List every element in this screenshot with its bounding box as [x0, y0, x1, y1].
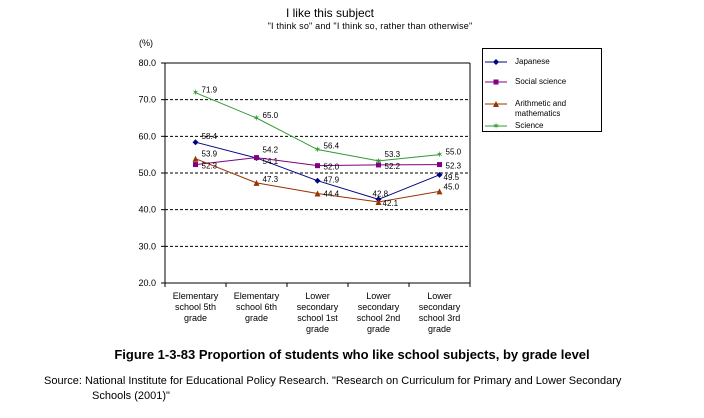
data-label: 52.2 [385, 162, 401, 171]
x-category-label-line: grade [244, 313, 269, 323]
data-point: ✶ [314, 145, 322, 155]
data-label: 55.0 [446, 148, 462, 157]
x-category-label-line: school 5th [174, 302, 217, 312]
x-category-label-line: school 3rd [418, 313, 461, 323]
x-category-label-line: Lower [305, 291, 330, 301]
data-label: 42.1 [383, 199, 399, 208]
data-label: 47.9 [324, 176, 340, 185]
source-note: Source: National Institute for Education… [44, 374, 694, 404]
data-point [437, 162, 442, 168]
data-point [193, 162, 198, 168]
x-category-label-line: secondary [296, 302, 339, 312]
chart-legend: Japanese Social science Arithmetic and m… [482, 48, 602, 132]
x-category-label-line: school 2nd [356, 313, 401, 323]
data-point: ✶ [375, 156, 383, 166]
x-category-label-line: secondary [418, 302, 461, 312]
data-label: 44.4 [324, 190, 340, 199]
x-category-label: Elementary school 5th grade [165, 291, 227, 324]
x-category-label-line: school 1st [297, 313, 338, 323]
x-category-label: Elementary school 6th grade [226, 291, 288, 324]
data-point [314, 177, 321, 184]
data-point [314, 190, 321, 197]
data-point [254, 155, 259, 161]
data-label: 47.3 [263, 175, 279, 184]
y-tick-label: 30.0 [138, 241, 156, 251]
x-category-label-line: grade [366, 324, 391, 334]
data-point [436, 188, 443, 195]
data-label: 42.8 [373, 189, 389, 198]
legend-swatch-science: ✶ [485, 121, 507, 131]
data-label: 54.2 [263, 146, 279, 155]
data-point [253, 179, 260, 186]
x-category-label-line: grade [183, 313, 208, 323]
chart-title: I like this subject [285, 6, 375, 20]
data-label: 56.4 [324, 142, 340, 151]
source-line-2: Schools (2001)" [92, 390, 170, 402]
data-point: ✶ [436, 150, 444, 160]
data-label: 53.9 [202, 150, 218, 159]
data-point [315, 163, 320, 169]
y-tick-label: 40.0 [138, 205, 156, 215]
legend-label-mathematics-line1: Arithmetic and [515, 99, 567, 108]
x-category-label-line: school 6th [235, 302, 278, 312]
data-label: 58.4 [202, 132, 218, 141]
x-category-label: Lower secondary school 1st grade [287, 291, 349, 335]
legend-swatch-social-science [485, 79, 507, 85]
data-label: 71.9 [202, 86, 218, 95]
legend-label-mathematics: Arithmetic and mathematics [515, 99, 599, 119]
source-line-1: Source: National Institute for Education… [44, 375, 622, 387]
figure-caption: Figure 1-3-83 Proportion of students who… [114, 347, 590, 362]
data-label: 52.0 [324, 163, 340, 172]
data-label: 52.3 [202, 162, 218, 171]
data-label: 45.0 [444, 182, 460, 191]
legend-label-japanese: Japanese [515, 57, 550, 66]
data-label: 65.0 [263, 111, 279, 120]
x-category-label-line: grade [305, 324, 330, 334]
data-point: ✶ [253, 113, 261, 123]
data-point [436, 171, 443, 178]
x-category-label-line: grade [427, 324, 452, 334]
data-point [192, 155, 199, 162]
chart-subtitle: "I think so" and "I think so, rather tha… [267, 21, 473, 31]
series-line-science [195, 92, 440, 162]
legend-swatch-mathematics [485, 101, 507, 107]
line-chart: 20.0 30.0 40.0 50.0 60.0 70.0 80.0 58.4 54.1 47.9… [138, 58, 471, 288]
legend-label-mathematics-line2: mathematics [515, 109, 561, 118]
y-tick-label: 20.0 [138, 278, 156, 288]
data-point: ✶ [192, 88, 200, 98]
x-category-label-line: Lower [366, 291, 391, 301]
data-label: 54.1 [263, 157, 279, 166]
x-category-label-line: Elementary [172, 291, 219, 301]
x-category-label-line: Elementary [233, 291, 280, 301]
y-tick-label: 60.0 [138, 131, 156, 141]
x-category-label-line: Lower [427, 291, 452, 301]
data-point [192, 139, 199, 146]
data-label: 52.3 [446, 162, 462, 171]
y-axis-unit-label: (%) [139, 38, 153, 48]
data-point [376, 162, 381, 168]
x-category-label: Lower secondary school 2nd grade [348, 291, 410, 335]
data-point [375, 198, 382, 205]
x-category-label: Lower secondary school 3rd grade [409, 291, 471, 335]
legend-label-social-science: Social science [515, 77, 567, 86]
y-tick-label: 80.0 [138, 58, 156, 68]
data-label: 53.3 [385, 150, 401, 159]
x-category-label-line: secondary [357, 302, 400, 312]
y-tick-label: 70.0 [138, 95, 156, 105]
legend-label-science: Science [515, 121, 544, 130]
data-label: 49.5 [444, 173, 460, 182]
svg-text:✶: ✶ [492, 121, 500, 131]
legend-swatch-japanese [485, 59, 507, 65]
y-tick-label: 50.0 [138, 168, 156, 178]
